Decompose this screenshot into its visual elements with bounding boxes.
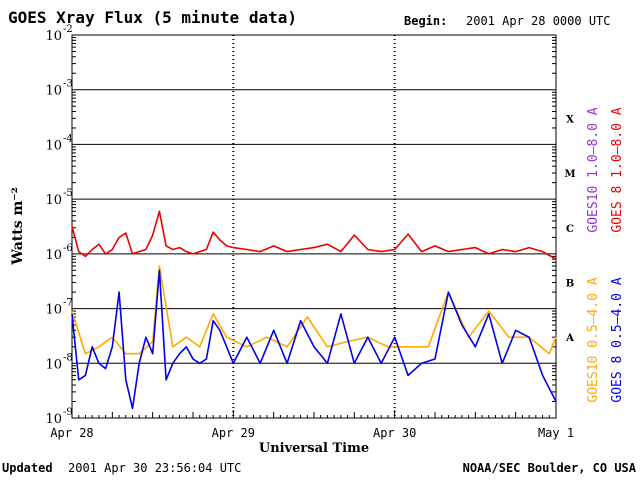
- flare-class-label: X: [566, 114, 574, 125]
- flare-class-label: M: [564, 169, 575, 180]
- x-axis-ticks: Apr 28 Apr 29 Apr 30 May 1: [50, 410, 574, 440]
- series-line: [71, 265, 557, 355]
- y-tick-label: 10: [45, 193, 62, 208]
- y-tick-exponent: -7: [63, 298, 73, 309]
- plot-frame: [71, 34, 557, 419]
- legend-entry: GOES10 0.5–4.0 A: [586, 277, 601, 402]
- legend-entry: GOES 8 0.5–4.0 A: [610, 277, 625, 402]
- series-lines: [71, 210, 557, 410]
- y-tick-exponent: -4: [63, 133, 73, 144]
- y-tick-exponent: -6: [63, 243, 73, 254]
- y-tick-label: 10: [45, 412, 62, 427]
- y-tick-label: 10: [45, 29, 62, 44]
- chart-title: GOES Xray Flux (5 minute data): [8, 8, 297, 27]
- x-tick-label: Apr 29: [212, 426, 255, 440]
- y-tick-exponent: -3: [63, 79, 73, 90]
- y-tick-label: 10: [45, 248, 62, 263]
- legend-entry: GOES10 1.0–8.0 A: [586, 107, 601, 232]
- legend-entry: GOES 8 1.0–8.0 A: [610, 107, 625, 232]
- x-tick-label: May 1: [538, 426, 574, 440]
- series-line: [71, 269, 557, 410]
- series-line: [71, 210, 557, 260]
- updated-label: Updated: [2, 461, 53, 475]
- legend: GOES10 1.0–8.0 A GOES 8 1.0–8.0 A GOES10 0…: [586, 107, 625, 402]
- y-tick-exponent: -8: [63, 352, 73, 363]
- credit-text: NOAA/SEC Boulder, CO USA: [463, 461, 637, 475]
- flare-class-labels: X M C B A: [564, 114, 575, 344]
- y-tick-exponent: -2: [63, 24, 73, 35]
- y-tick-label: 10: [45, 357, 62, 372]
- x-tick-label: Apr 30: [373, 426, 416, 440]
- x-tick-label: Apr 28: [50, 426, 93, 440]
- flare-class-label: C: [566, 224, 574, 235]
- y-tick-label: 10: [45, 303, 62, 318]
- y-axis-label: Watts m⁻²: [10, 187, 26, 266]
- begin-value: 2001 Apr 28 0000 UTC: [466, 14, 611, 28]
- y-tick-exponent: -9: [63, 407, 73, 418]
- y-tick-label: 10: [45, 84, 62, 99]
- gridlines: [72, 35, 556, 418]
- x-axis-label: Universal Time: [259, 441, 369, 456]
- y-axis-ticks: 10-210-310-410-510-610-710-810-9: [45, 24, 556, 427]
- y-tick-label: 10: [45, 138, 62, 153]
- y-tick-exponent: -5: [63, 188, 73, 199]
- begin-label: Begin:: [404, 14, 447, 28]
- flare-class-label: A: [565, 333, 574, 344]
- updated-value: 2001 Apr 30 23:56:04 UTC: [68, 461, 241, 475]
- flare-class-label: B: [566, 278, 574, 289]
